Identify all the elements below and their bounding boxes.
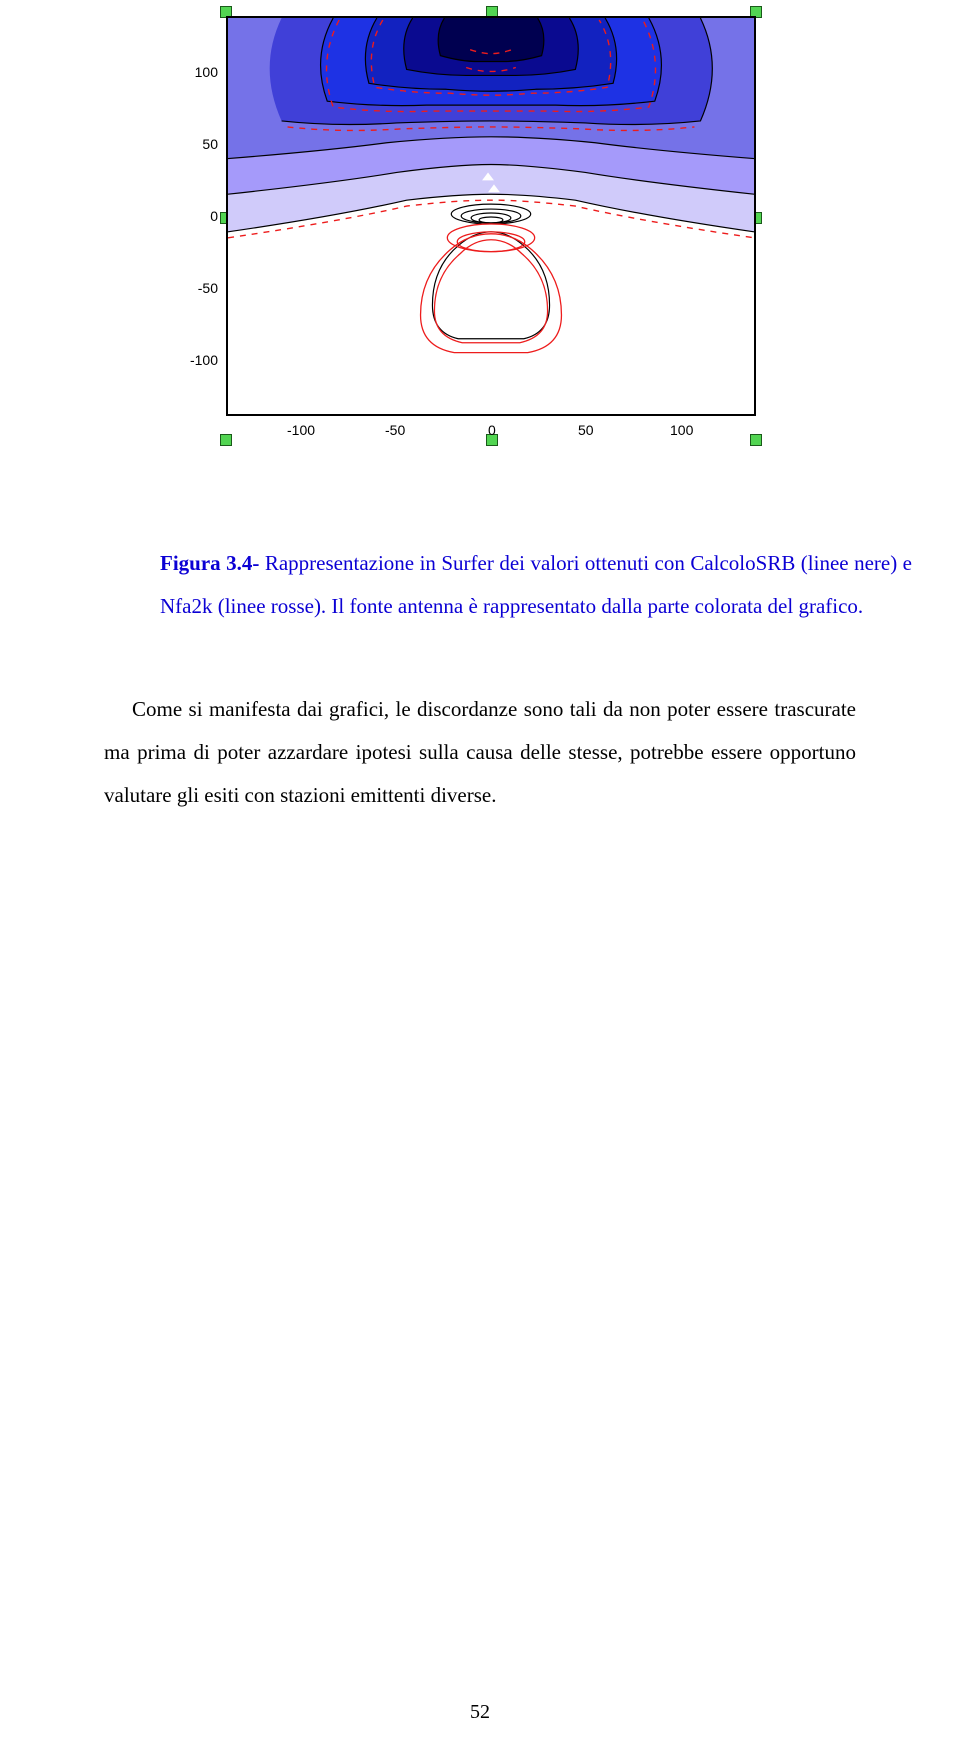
page-number: 52 <box>0 1701 960 1724</box>
y-tick-label: -100 <box>178 352 218 368</box>
contour-red-solid <box>421 224 562 353</box>
y-tick-label: -50 <box>178 280 218 296</box>
handle-marker <box>220 434 232 446</box>
x-tick-label: 0 <box>488 422 496 438</box>
caption-label: Figura 3.4- <box>160 551 259 575</box>
x-tick-label: 50 <box>578 422 594 438</box>
x-tick-label: -50 <box>385 422 405 438</box>
figure-caption: Figura 3.4- Rappresentazione in Surfer d… <box>160 542 912 628</box>
contour-plot <box>226 16 756 416</box>
x-tick-label: -100 <box>287 422 315 438</box>
y-tick-label: 50 <box>178 136 218 152</box>
y-tick-label: 100 <box>178 64 218 80</box>
contour-svg <box>228 18 754 414</box>
handle-marker <box>750 434 762 446</box>
y-tick-label: 0 <box>178 208 218 224</box>
x-tick-label: 100 <box>670 422 693 438</box>
body-paragraph: Come si manifesta dai grafici, le discor… <box>104 688 856 817</box>
plot-area: 100 50 0 -50 -100 -100 -50 0 50 100 <box>160 10 800 464</box>
caption-text: Rappresentazione in Surfer dei valori ot… <box>160 551 912 618</box>
figure-container: 100 50 0 -50 -100 -100 -50 0 50 100 <box>160 10 800 628</box>
